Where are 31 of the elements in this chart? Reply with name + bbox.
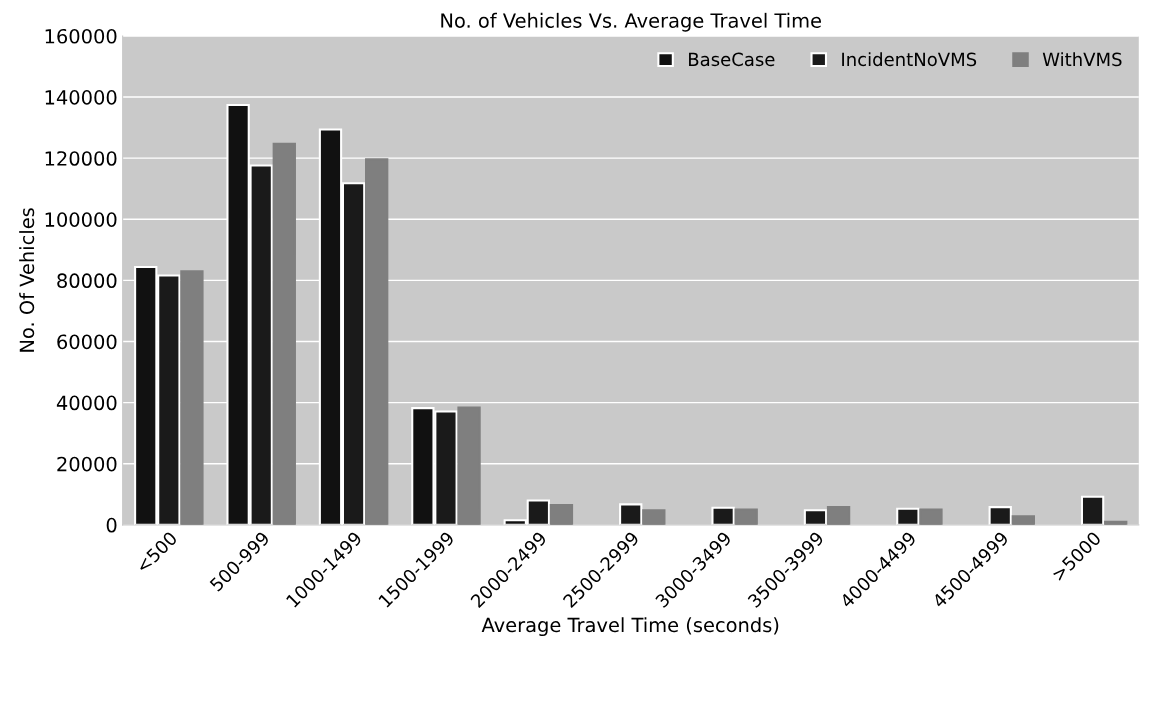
bar [642,509,666,525]
bar [457,406,481,525]
x-axis-title: Average Travel Time (seconds) [481,617,779,637]
y-tick-label: 120000 [45,151,117,166]
bar [803,509,828,525]
y-tick-label: 60000 [57,334,117,350]
y-tick-label: 0 [106,517,117,533]
bar [988,506,1012,525]
y-tick-label: 140000 [45,90,117,105]
bar [826,506,851,525]
y-axis-title: No. Of Vehicles [19,208,35,352]
y-tick-label: 100000 [45,212,117,227]
chart-title: No. of Vehicles Vs. Average Travel Time [441,12,821,32]
y-tick-label: 20000 [57,456,117,472]
bar [919,508,943,525]
y-tick-label: 80000 [57,273,117,289]
legend-label: WithVMS [1042,52,1122,67]
bar [711,506,735,525]
bar [272,142,296,525]
bar [1011,515,1035,525]
bar [896,507,920,525]
bar [734,508,758,525]
bar [549,503,574,525]
legend-label: IncidentNoVMS [842,52,977,67]
y-tick-label: 160000 [45,28,117,44]
bar [365,158,389,525]
bar [619,503,643,525]
bar [180,270,204,525]
bar [1080,495,1105,525]
y-tick-label: 40000 [56,395,117,411]
legend-label: BaseCase [689,52,775,67]
